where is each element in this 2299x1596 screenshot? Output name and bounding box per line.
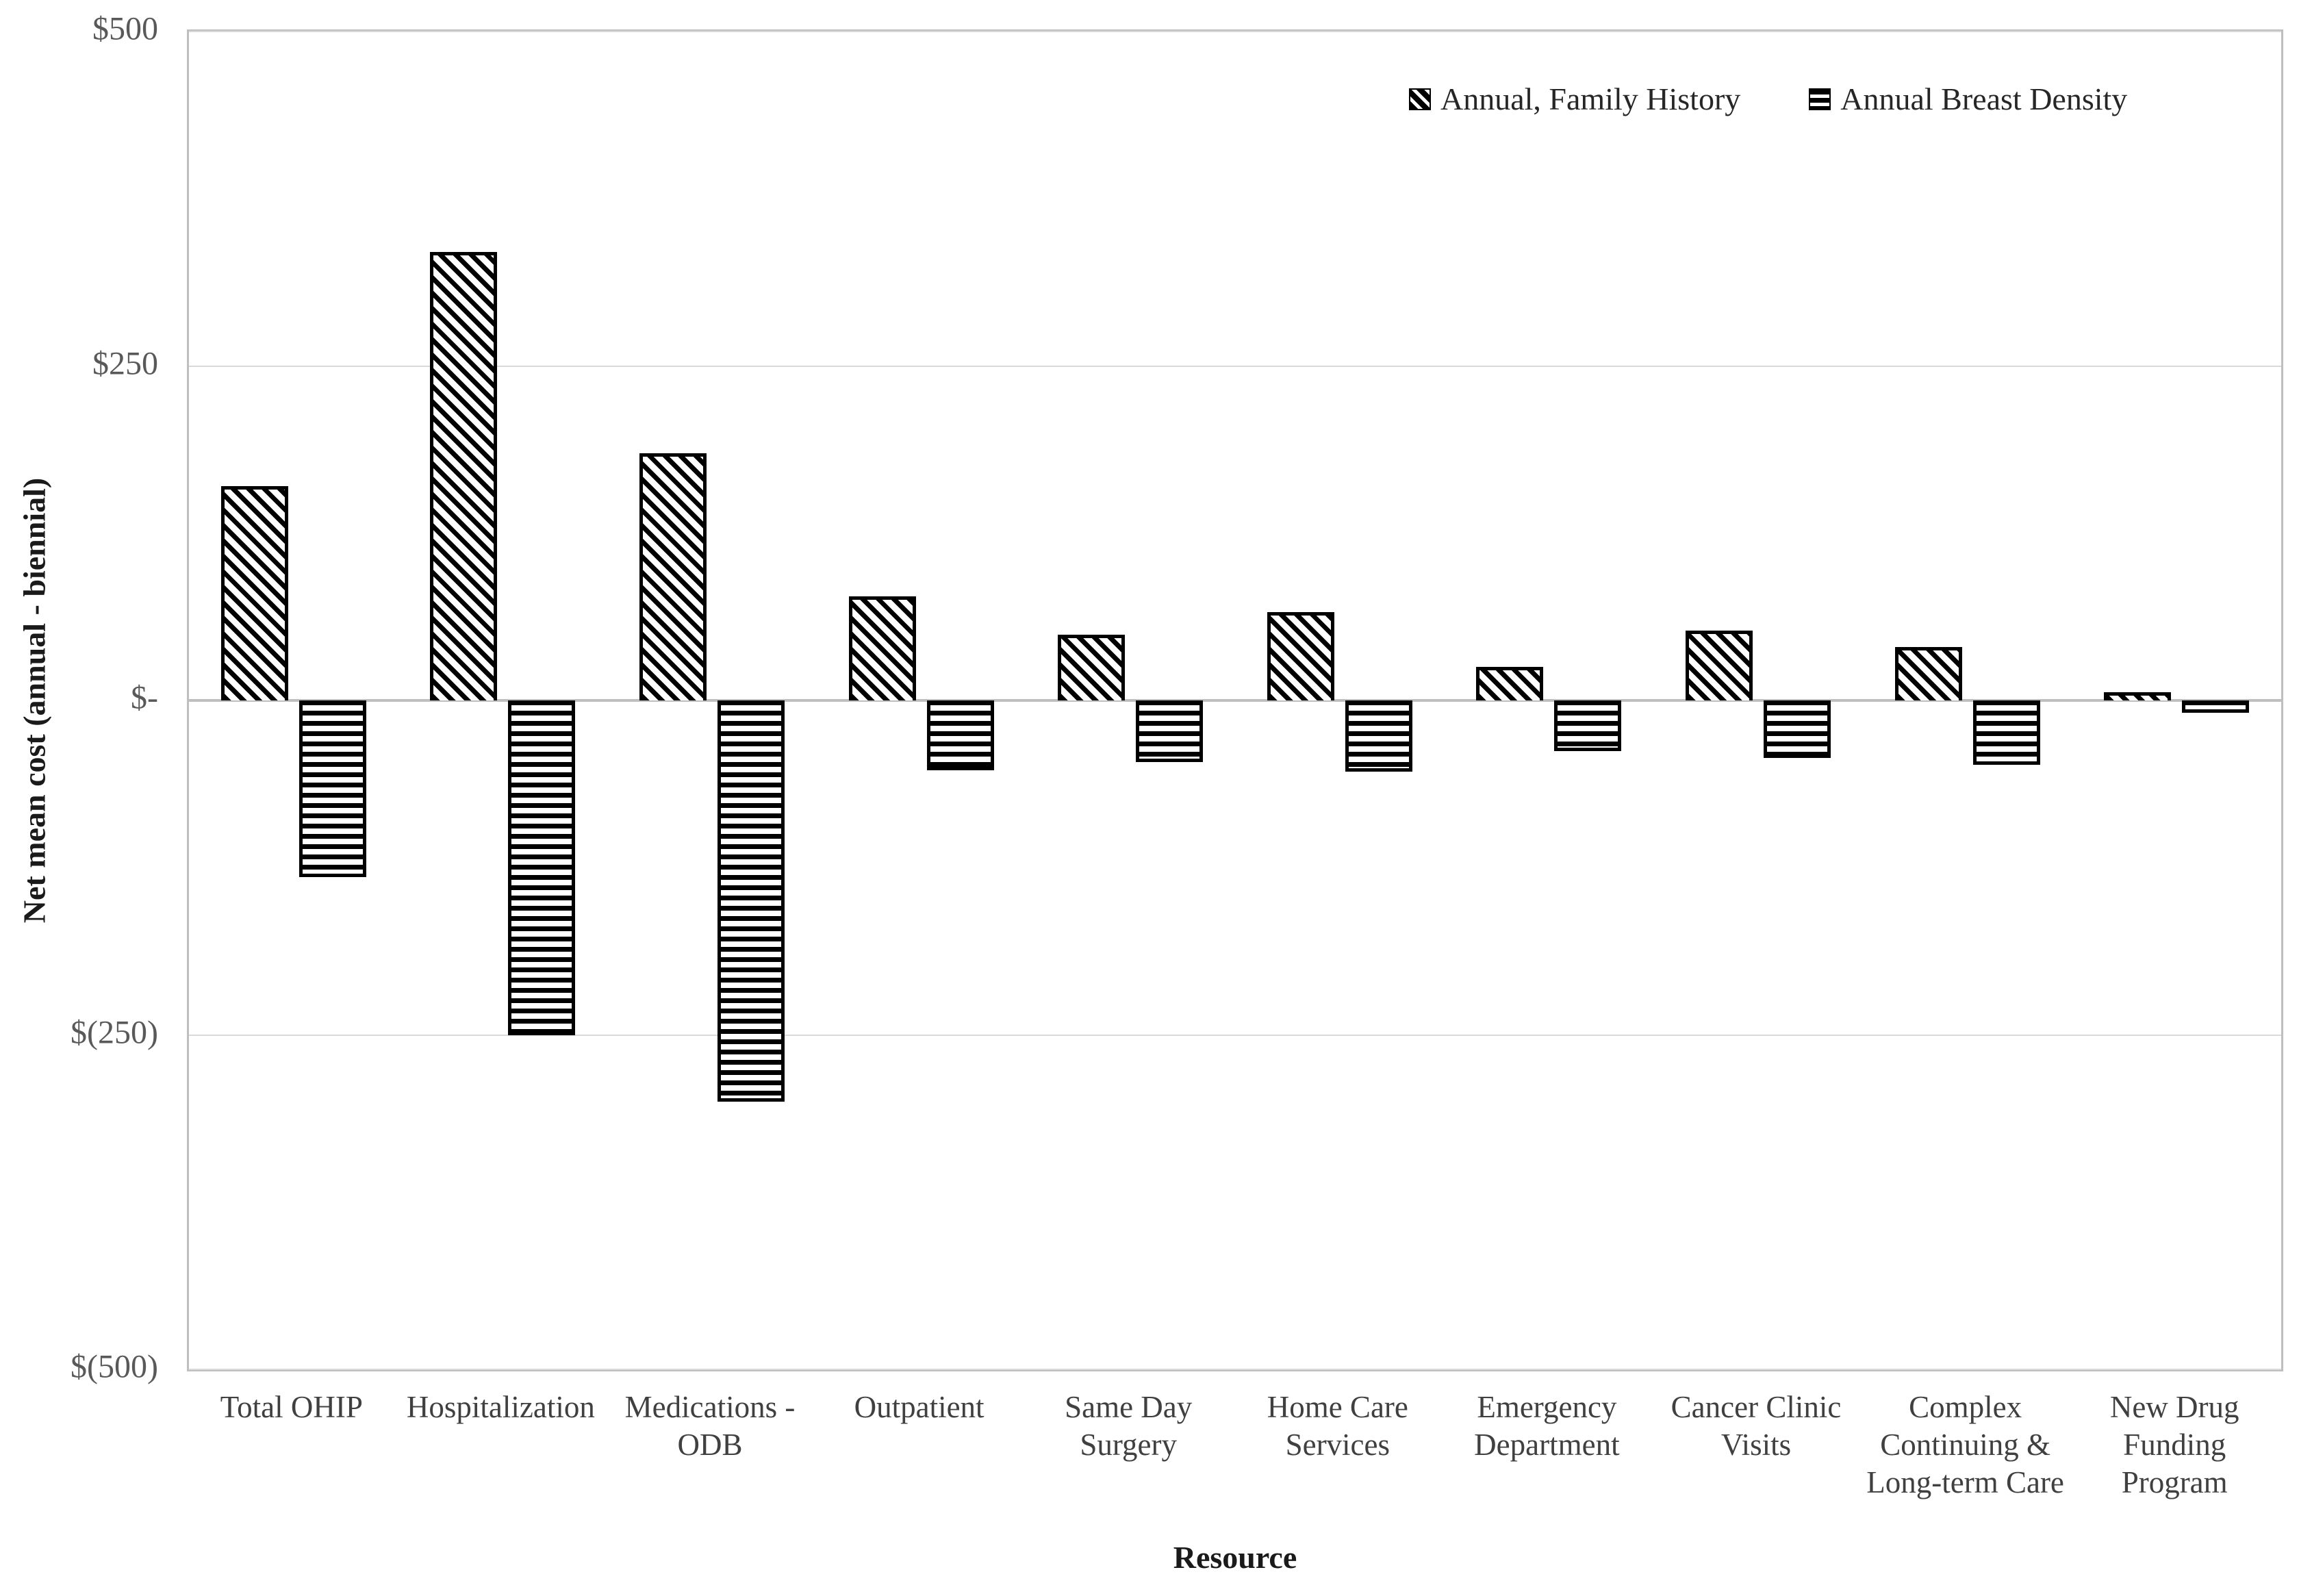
category-label: Hospitalization (406, 1390, 595, 1424)
plot-area (187, 29, 2283, 1371)
gridline (189, 1034, 2281, 1036)
category-label: Outpatient (854, 1390, 985, 1424)
category-label: Emergency Department (1474, 1390, 1620, 1462)
gridline (189, 1369, 2281, 1370)
bar-family-history (1058, 635, 1126, 700)
category-label: Same Day Surgery (1065, 1390, 1193, 1462)
y-tick-label: $250 (92, 344, 158, 381)
bar-breast-density (926, 700, 994, 770)
bar-family-history (639, 453, 707, 700)
zero-axis-line (189, 699, 2281, 702)
bar-family-history (848, 596, 916, 700)
bar-family-history (1267, 612, 1334, 700)
category-label: Cancer Clinic Visits (1671, 1390, 1842, 1462)
bar-family-history (430, 252, 498, 700)
category-label: Medications - ODB (624, 1390, 796, 1462)
y-tick-label: $500 (92, 10, 158, 47)
y-axis-tick-labels: $500 $250 $- $(250) $(500) (0, 10, 162, 1384)
bar-breast-density (508, 700, 576, 1035)
gridline (189, 365, 2281, 367)
bar-breast-density (1554, 700, 1622, 752)
bar-breast-density (2182, 700, 2250, 713)
legend-swatch-horizontal-lines-icon (1809, 88, 1831, 110)
gridline (189, 31, 2281, 32)
category-label: Home Care Services (1267, 1390, 1408, 1462)
legend: Annual, Family History Annual Breast Dens… (1409, 81, 2127, 117)
legend-item: Annual, Family History (1409, 81, 1740, 117)
bar-breast-density (717, 700, 785, 1102)
y-tick-label: $- (131, 679, 158, 716)
legend-swatch-diagonal-hatch-icon (1409, 88, 1431, 110)
y-tick-label: $(250) (71, 1013, 158, 1050)
bar-family-history (1686, 631, 1753, 700)
x-axis-category-labels: Total OHIP Hospitalization Medications - O… (187, 1389, 2283, 1567)
bar-family-history (2104, 692, 2172, 700)
category-label: Total OHIP (220, 1390, 363, 1424)
bar-family-history (1894, 646, 1962, 700)
bar-family-history (1476, 667, 1544, 700)
bar-breast-density (1972, 700, 2040, 765)
category-label: Complex Continuing & Long-term Care (1866, 1390, 2064, 1499)
x-axis-title: Resource (1173, 1540, 1297, 1575)
category-label: New Drug Funding Program (2109, 1390, 2239, 1499)
legend-label: Annual Breast Density (1840, 81, 2128, 116)
legend-item: Annual Breast Density (1809, 81, 2127, 117)
bar-breast-density (1136, 700, 1204, 762)
y-tick-label: $(500) (71, 1348, 158, 1385)
legend-label: Annual, Family History (1440, 81, 1741, 116)
bar-breast-density (1345, 700, 1412, 772)
bar-breast-density (299, 700, 366, 877)
bar-family-history (220, 486, 288, 700)
bar-breast-density (1764, 700, 1831, 759)
